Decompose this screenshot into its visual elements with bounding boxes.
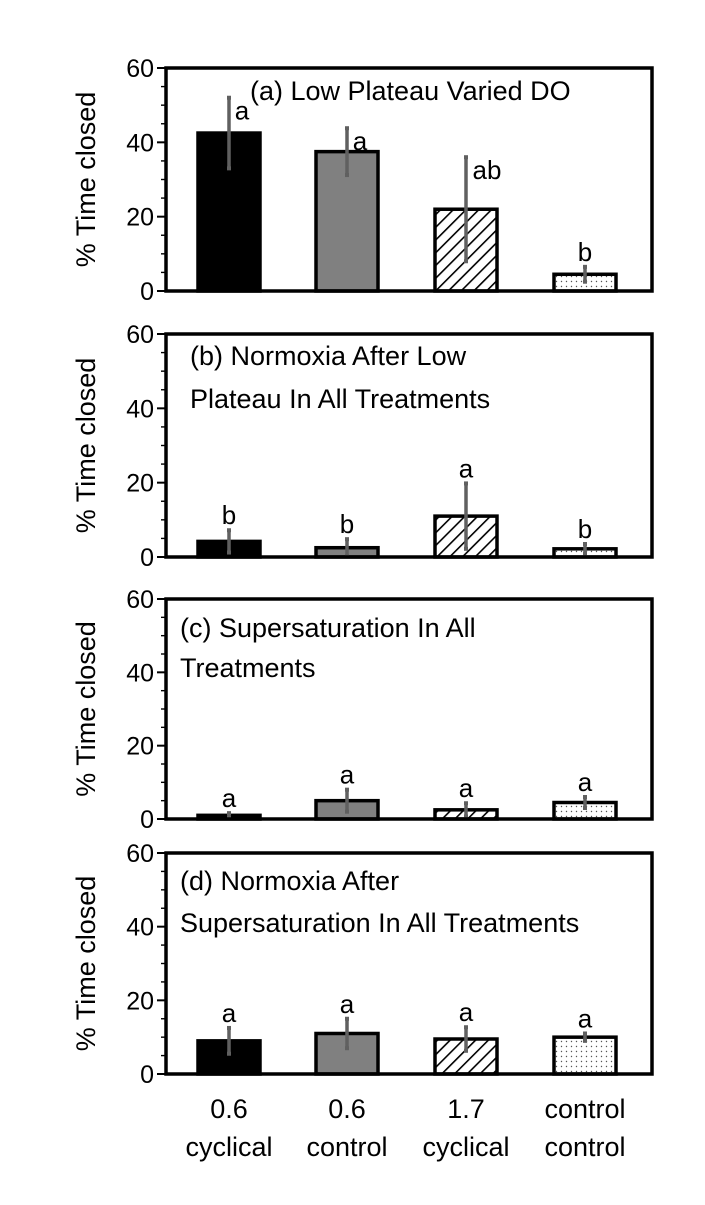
y-tick-label: 60 bbox=[126, 840, 154, 868]
panel-title: (d) Normoxia After bbox=[180, 866, 399, 896]
x-tick-label-line2: cyclical bbox=[185, 1132, 272, 1162]
bar bbox=[196, 131, 262, 293]
plot-frame bbox=[164, 66, 654, 293]
significance-letter: a bbox=[340, 989, 355, 1019]
panel-title: (b) Normoxia After Low bbox=[190, 341, 467, 371]
y-tick-label: 60 bbox=[126, 55, 154, 83]
significance-letter: a bbox=[222, 998, 237, 1028]
significance-letter: b bbox=[222, 500, 236, 530]
y-tick-label: 40 bbox=[126, 395, 154, 423]
y-tick-label: 20 bbox=[126, 204, 154, 232]
significance-letter: b bbox=[578, 237, 592, 267]
y-axis-label: % Time closed bbox=[71, 621, 101, 797]
significance-letter: a bbox=[459, 997, 474, 1027]
x-tick-label-line1: 1.7 bbox=[447, 1094, 485, 1124]
y-tick-label: 20 bbox=[126, 733, 154, 761]
y-tick-label: 0 bbox=[140, 1061, 154, 1089]
y-tick-label: 40 bbox=[126, 914, 154, 942]
panel-title: Treatments bbox=[180, 653, 316, 683]
panel-d: 0 20 40 60 % Time closed a a a a (d) Normoxia Aft… bbox=[71, 840, 654, 1089]
significance-letter: a bbox=[340, 760, 355, 790]
significance-letter: a bbox=[578, 767, 593, 797]
y-axis-label: % Time closed bbox=[71, 358, 101, 534]
panel-c: 0 20 40 60 % Time closed a a a a (c) Supersaturat… bbox=[71, 586, 654, 834]
x-tick-label-line2: control bbox=[544, 1132, 625, 1162]
y-tick-label: 60 bbox=[126, 586, 154, 614]
panel-title: (a) Low Plateau Varied DO bbox=[250, 76, 571, 106]
panel-b: 0 20 40 60 % Time closed b b a b (b) Normoxia Aft… bbox=[71, 321, 654, 572]
significance-letter: a bbox=[459, 773, 474, 803]
significance-letter: b bbox=[340, 509, 354, 539]
panel-title: (c) Supersaturation In All bbox=[180, 613, 476, 643]
y-tick-label: 0 bbox=[140, 806, 154, 834]
y-tick-label: 20 bbox=[126, 987, 154, 1015]
plot-frame bbox=[164, 851, 654, 1076]
x-tick-label-line1: 0.6 bbox=[328, 1094, 366, 1124]
y-tick-label: 60 bbox=[126, 321, 154, 349]
plot-frame bbox=[164, 332, 654, 559]
significance-letter: a bbox=[353, 126, 368, 156]
significance-letter: a bbox=[235, 96, 250, 126]
y-tick-label: 0 bbox=[140, 278, 154, 306]
x-tick-label-line2: cyclical bbox=[422, 1132, 509, 1162]
significance-letter: b bbox=[578, 514, 592, 544]
y-axis-label: % Time closed bbox=[71, 876, 101, 1052]
significance-letter: a bbox=[578, 1003, 593, 1033]
x-tick-label-line1: 0.6 bbox=[210, 1094, 248, 1124]
x-axis-labels: 0.6 cyclical 0.6 control 1.7 cyclical control c… bbox=[185, 1094, 625, 1162]
plot-frame bbox=[164, 597, 654, 821]
y-tick-label: 20 bbox=[126, 470, 154, 498]
significance-letter: a bbox=[459, 453, 474, 483]
panel-a: 0 20 40 60 % Time closed a a ab b (a) Low Plateau… bbox=[71, 55, 654, 306]
y-tick-label: 40 bbox=[126, 659, 154, 687]
panel-title: Supersaturation In All Treatments bbox=[180, 908, 579, 938]
panel-title: Plateau In All Treatments bbox=[190, 384, 490, 414]
x-tick-label-line2: control bbox=[306, 1132, 387, 1162]
y-axis-label: % Time closed bbox=[71, 92, 101, 268]
significance-letter: ab bbox=[473, 155, 502, 185]
y-tick-label: 0 bbox=[140, 544, 154, 572]
significance-letter: a bbox=[222, 783, 237, 813]
x-tick-label-line1: control bbox=[544, 1094, 625, 1124]
y-tick-label: 40 bbox=[126, 129, 154, 157]
